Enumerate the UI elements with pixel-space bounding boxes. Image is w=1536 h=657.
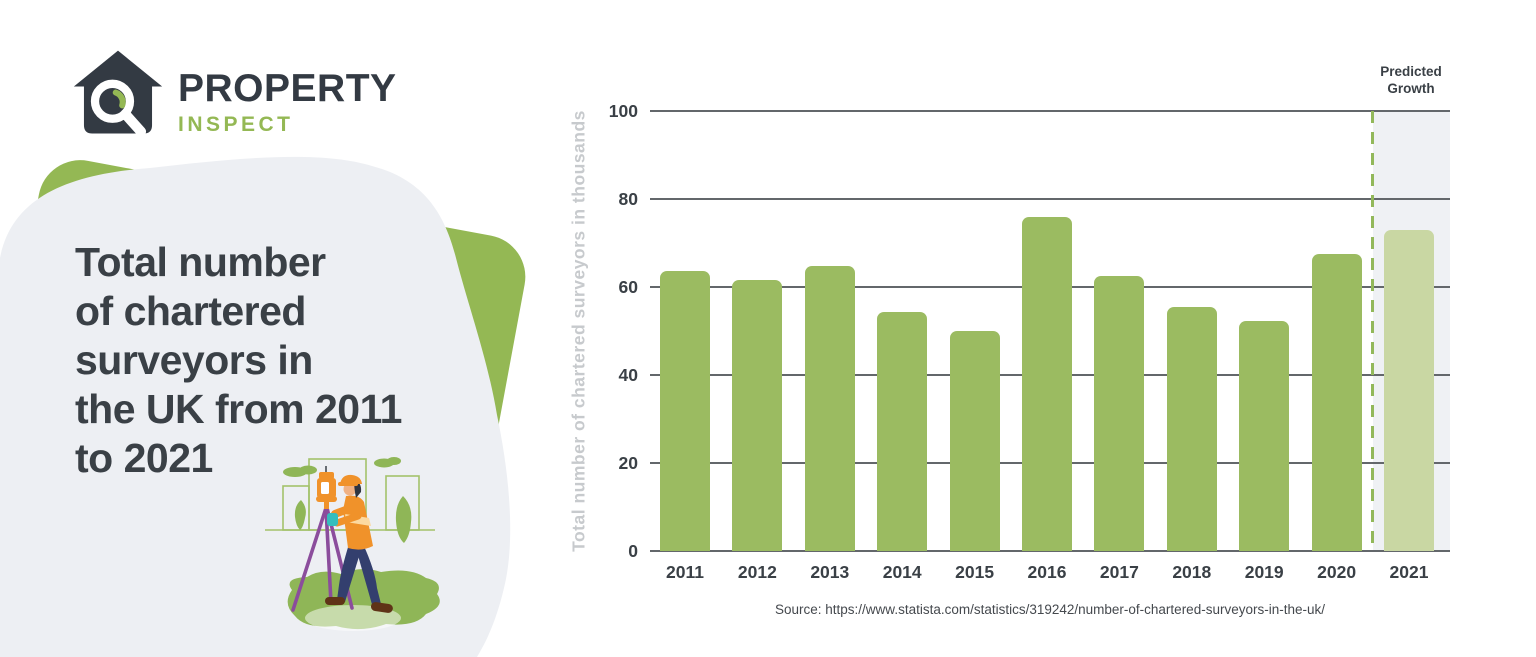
x-tick-label-2021: 2021 <box>1389 562 1429 582</box>
bar-2021 <box>1384 229 1434 551</box>
bar-2013 <box>804 266 855 551</box>
x-tick-label-2012: 2012 <box>737 562 777 582</box>
x-tick-label-2017: 2017 <box>1099 562 1139 582</box>
bar-2015 <box>949 331 1000 551</box>
bar-2014 <box>877 311 928 551</box>
y-tick-label-0: 0 <box>628 541 638 561</box>
y-tick-label-100: 100 <box>608 101 638 121</box>
brand-name-secondary: INSPECT <box>178 113 294 136</box>
predicted-divider-dashed-line <box>1371 111 1375 551</box>
x-tick-label-2016: 2016 <box>1027 562 1067 582</box>
bar-2018 <box>1166 307 1217 551</box>
bar-chart-plot-area: 0 20 40 60 80 100 2011 2012 2013 2014 2015 2016 2017… <box>609 101 1450 582</box>
x-tick-label-2018: 2018 <box>1172 562 1212 582</box>
bar-2011 <box>660 271 710 551</box>
x-tick-label-2011: 2011 <box>666 562 704 582</box>
y-tick-label-60: 60 <box>618 277 638 297</box>
bar-2016 <box>1022 217 1072 551</box>
y-tick-label-40: 40 <box>618 365 638 385</box>
brand-name-primary: PROPERTY <box>178 67 397 110</box>
y-axis-title: Total number of chartered surveyors in t… <box>568 110 589 552</box>
decorative-gray-blob <box>0 156 511 657</box>
x-tick-label-2015: 2015 <box>955 562 995 582</box>
gridline-0 <box>650 550 1450 552</box>
source-citation: Source: https://www.statista.com/statist… <box>775 602 1325 617</box>
bar-2012 <box>732 279 783 551</box>
page-title: Total number of chartered surveyors in t… <box>75 239 402 481</box>
bar-2020 <box>1311 254 1362 551</box>
predicted-growth-label: Predicted Growth <box>1380 64 1442 96</box>
x-tick-label-2014: 2014 <box>882 562 922 582</box>
gridline-100 <box>650 110 1450 112</box>
y-tick-label-20: 20 <box>618 453 638 473</box>
x-tick-label-2019: 2019 <box>1244 562 1284 582</box>
house-magnifier-icon <box>73 50 163 137</box>
gridline-80 <box>650 198 1450 200</box>
bar-2019 <box>1239 320 1290 551</box>
x-tick-label-2020: 2020 <box>1317 562 1357 582</box>
logo: PROPERTY INSPECT <box>72 47 397 139</box>
surveyor-illustration <box>265 457 440 631</box>
x-tick-label-2013: 2013 <box>810 562 850 582</box>
bar-2017 <box>1094 275 1145 551</box>
y-tick-label-80: 80 <box>618 189 638 209</box>
